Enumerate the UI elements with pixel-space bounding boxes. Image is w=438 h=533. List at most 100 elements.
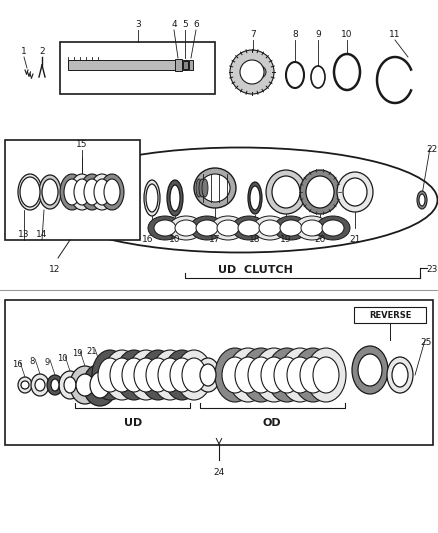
Ellipse shape [228,348,268,402]
Ellipse shape [254,66,266,78]
Text: 21: 21 [350,235,360,244]
Ellipse shape [182,358,206,392]
Text: UD  CLUTCH: UD CLUTCH [218,265,293,275]
Ellipse shape [190,216,224,240]
Text: 21: 21 [87,347,97,356]
Ellipse shape [316,216,350,240]
Ellipse shape [222,357,248,393]
Text: 19: 19 [72,349,82,358]
Text: 22: 22 [426,145,438,154]
Ellipse shape [152,350,188,400]
Text: 14: 14 [36,230,48,239]
Ellipse shape [200,364,216,386]
Ellipse shape [343,178,367,206]
Ellipse shape [76,374,94,396]
Ellipse shape [232,216,266,240]
Ellipse shape [20,177,40,207]
Text: 5: 5 [182,20,188,29]
Ellipse shape [70,366,100,404]
Ellipse shape [417,191,427,209]
Ellipse shape [267,348,307,402]
Text: 1: 1 [21,47,27,56]
Ellipse shape [211,216,245,240]
Ellipse shape [90,174,114,210]
Ellipse shape [196,358,220,392]
Ellipse shape [274,357,300,393]
Ellipse shape [230,50,274,94]
Ellipse shape [301,220,323,236]
Text: 10: 10 [169,235,181,244]
Ellipse shape [419,194,425,206]
Ellipse shape [158,358,182,392]
FancyBboxPatch shape [189,60,193,70]
Ellipse shape [21,381,29,389]
Ellipse shape [134,358,158,392]
Ellipse shape [272,176,300,208]
Ellipse shape [170,185,180,211]
FancyBboxPatch shape [5,300,433,445]
Ellipse shape [148,216,182,240]
Ellipse shape [293,348,333,402]
Ellipse shape [199,179,205,197]
Ellipse shape [238,220,260,236]
Ellipse shape [128,350,164,400]
Ellipse shape [104,350,140,400]
Ellipse shape [154,220,176,236]
Text: 8: 8 [29,357,35,366]
Ellipse shape [194,168,236,208]
Ellipse shape [116,350,152,400]
Ellipse shape [240,60,264,84]
Ellipse shape [387,357,413,393]
Ellipse shape [122,358,146,392]
Ellipse shape [64,179,80,205]
Ellipse shape [47,375,63,395]
Ellipse shape [248,182,262,214]
Text: 24: 24 [213,468,225,477]
Ellipse shape [274,216,308,240]
Text: 23: 23 [426,265,438,274]
Ellipse shape [280,348,320,402]
Ellipse shape [92,350,128,400]
Text: 6: 6 [193,20,199,29]
Ellipse shape [253,216,287,240]
Ellipse shape [59,371,81,399]
Ellipse shape [70,174,94,210]
FancyBboxPatch shape [60,42,215,94]
Ellipse shape [200,174,230,202]
Ellipse shape [300,170,340,214]
Ellipse shape [261,357,287,393]
Ellipse shape [104,179,120,205]
Ellipse shape [217,220,239,236]
Ellipse shape [196,179,202,197]
Ellipse shape [90,372,110,398]
Text: 15: 15 [76,140,88,149]
Text: 3: 3 [135,20,141,29]
Ellipse shape [254,348,294,402]
Ellipse shape [352,346,388,394]
Ellipse shape [60,174,84,210]
Text: 10: 10 [57,354,67,363]
Ellipse shape [337,172,373,212]
Ellipse shape [248,357,274,393]
Ellipse shape [196,220,218,236]
Ellipse shape [259,220,281,236]
Text: 17: 17 [209,235,221,244]
Ellipse shape [169,216,203,240]
Text: REVERSE: REVERSE [369,311,411,319]
Ellipse shape [144,180,160,216]
Ellipse shape [306,176,334,208]
Ellipse shape [287,357,313,393]
Ellipse shape [140,350,176,400]
Ellipse shape [31,374,49,396]
Ellipse shape [42,179,58,205]
Ellipse shape [98,358,122,392]
Ellipse shape [322,220,344,236]
Text: 18: 18 [249,235,261,244]
Text: 13: 13 [18,230,30,239]
Ellipse shape [175,220,197,236]
FancyBboxPatch shape [5,140,140,240]
Ellipse shape [51,379,59,391]
Text: OD: OD [263,418,281,428]
Ellipse shape [146,358,170,392]
FancyBboxPatch shape [175,59,182,71]
